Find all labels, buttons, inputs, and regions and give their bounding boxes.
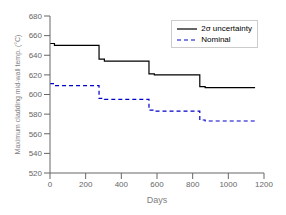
svg-text:600: 600 [29,90,43,99]
html-text:2σ uncertainty: 2σ uncertainty [201,24,252,33]
svg-text:540: 540 [29,149,43,158]
svg-text:0: 0 [48,180,53,189]
svg-text:560: 560 [29,130,43,139]
svg-text:Maximum cladding mid-wall temp: Maximum cladding mid-wall temp. (°C) [14,35,22,155]
svg-text:Days: Days [147,195,168,205]
svg-text:600: 600 [150,180,164,189]
svg-text:400: 400 [115,180,129,189]
svg-text:1000: 1000 [219,180,237,189]
svg-text:800: 800 [186,180,200,189]
svg-text:1200: 1200 [255,180,273,189]
svg-text:520: 520 [29,169,43,178]
svg-text:680: 680 [29,12,43,21]
svg-text:660: 660 [29,31,43,40]
svg-text:580: 580 [29,110,43,119]
svg-text:200: 200 [79,180,93,189]
svg-text:620: 620 [29,71,43,80]
svg-text:640: 640 [29,51,43,60]
html-text:Nominal: Nominal [201,35,231,44]
